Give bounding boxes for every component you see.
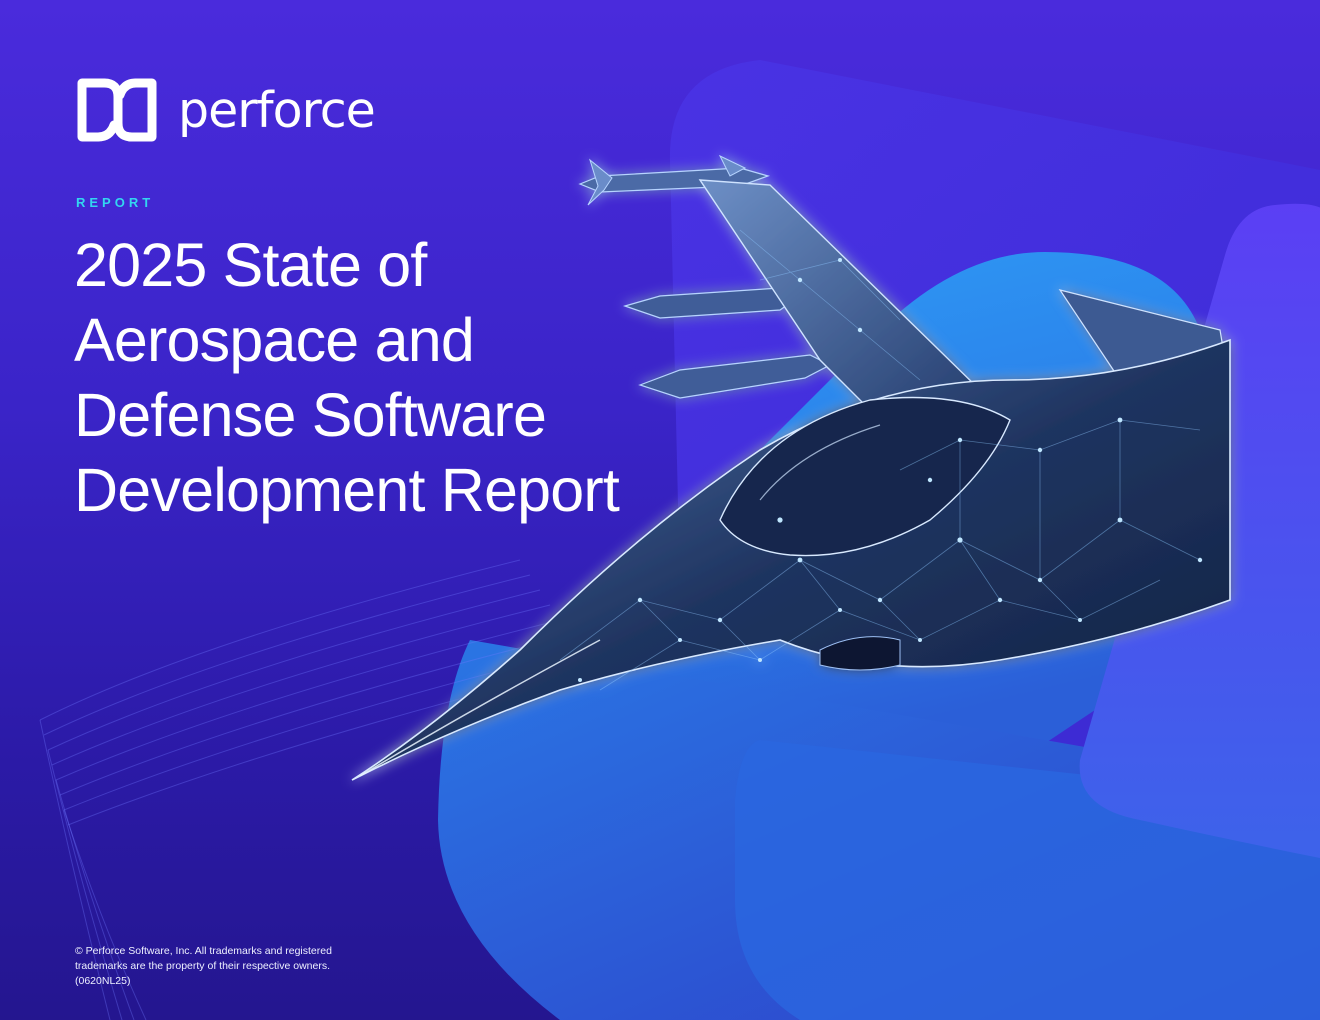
- report-title-line: Development Report: [74, 456, 620, 524]
- report-title: 2025 State of Aerospace and Defense Soft…: [74, 228, 694, 528]
- brand-logo: perforce: [74, 74, 376, 146]
- legal-notice: © Perforce Software, Inc. All trademarks…: [75, 944, 375, 989]
- perforce-logo-icon: [77, 78, 157, 142]
- legal-notice-line: (0620NL25): [75, 975, 131, 987]
- report-title-line: Aerospace and: [74, 306, 475, 374]
- fighter-jet-illustration: [351, 154, 1231, 781]
- legal-notice-line: © Perforce Software, Inc. All trademarks…: [75, 945, 332, 957]
- report-title-line: Defense Software: [74, 381, 547, 449]
- report-eyebrow: REPORT: [76, 195, 155, 210]
- brand-name: perforce: [178, 81, 376, 139]
- legal-notice-line: trademarks are the property of their res…: [75, 960, 331, 972]
- report-title-line: 2025 State of: [74, 231, 427, 299]
